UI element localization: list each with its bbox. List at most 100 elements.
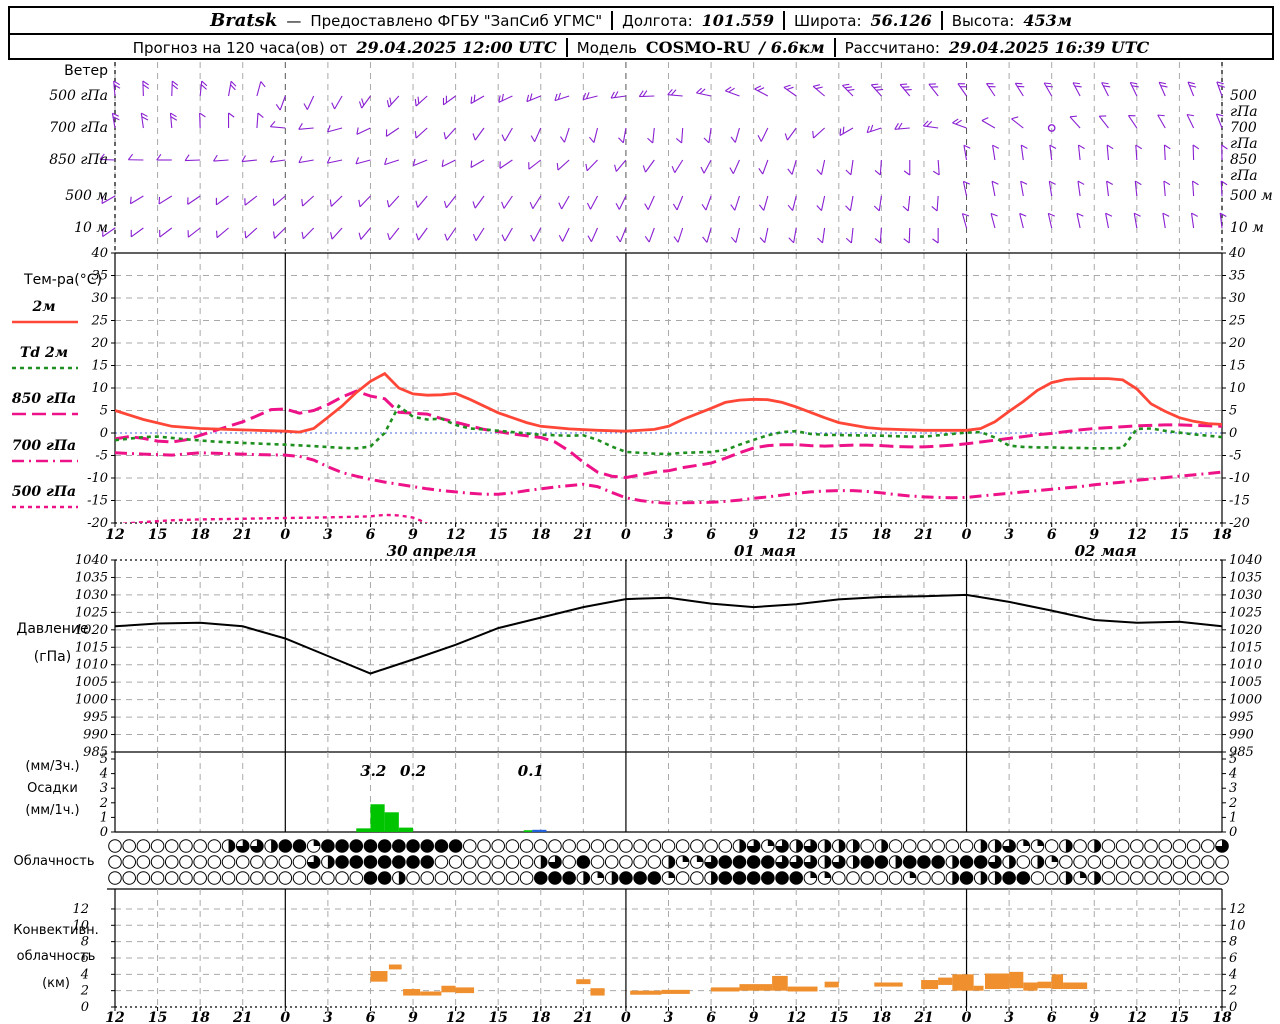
wind-barb [561,195,570,210]
wind-barb [158,195,173,205]
cloud-cover-icon [164,855,179,869]
wind-barb [504,127,513,142]
wind-barb [526,95,541,103]
wind-level-10m-label-right: 10 м [1230,220,1264,236]
wind-barb [475,227,485,242]
wind-barb [1020,145,1024,161]
convective-tick-label-left: 8 [81,935,89,950]
wind-barb-feather [412,158,416,166]
wind-barb-feather [1045,85,1054,88]
wind-barb-feather [414,99,417,107]
wind-barb [618,195,627,210]
cloud-cover-icon [1130,839,1144,853]
wind-barb-feather [642,165,647,173]
cloud-cover-fill [980,871,988,885]
wind-barb-feather [783,84,791,88]
wind-barb [1014,82,1024,97]
temp-700hpa-curve [115,451,1222,505]
wind-barb-feather [558,202,563,210]
wind-barb-feather [260,81,266,88]
wind-barb [270,126,286,129]
cloud-cover-icon [207,839,222,853]
time-tick-label: 12 [786,527,806,543]
precip-1h-label: (мм/1ч.) [25,803,80,818]
wind-barb [241,159,257,163]
wind-barb [792,195,797,211]
wind-barb [528,159,542,170]
cloud-cover-icon [846,871,860,885]
convective-cloud-bar [1023,982,1038,991]
time-tick-label: 12 [1127,527,1147,543]
temp-tick-label-left: 15 [91,359,108,374]
cloud-cover-icon [136,839,151,853]
wind-barb [386,127,400,137]
wind-barb-feather [298,123,303,130]
wind-barb-feather [1106,180,1114,185]
pressure-curve [114,593,1223,675]
wind-barb-feather [112,116,120,121]
cloud-cover-icon [1073,855,1087,869]
cloud-cover-icon [448,871,463,885]
time-tick-label: 21 [232,527,252,543]
wind-barb-feather [757,135,762,142]
cloud-cover-icon [746,871,761,885]
latitude-value: 56.126 [870,11,932,30]
wind-barb [652,127,655,143]
time-tick-label: 6 [706,1010,716,1024]
temp-tick-label-right: -20 [1229,516,1250,531]
wind-barb [1219,213,1223,229]
cloud-cover-icon [931,839,945,853]
cloud-cover-icon [278,855,293,869]
wind-barb-feather [1011,116,1019,120]
temp-tick-label-left: -15 [87,494,108,509]
cloud-cover-icon [1130,871,1144,885]
wind-barb [957,83,967,97]
wind-barb-feather [1130,81,1138,85]
wind-barb-feather [361,98,365,106]
cloud-cover-icon [732,871,747,885]
wind-barb-feather [1020,180,1028,185]
cloud-cover-icon [1158,855,1173,869]
cloud-cover-icon [1201,839,1215,853]
temp-2m-curve [115,371,1222,434]
wind-barb-feather [184,154,190,161]
cloud-cover-icon [789,871,804,885]
cloud-cover-icon [164,871,179,885]
wind-barb [306,95,315,110]
cloud-cover-icon [150,871,165,885]
wind-barb [327,159,343,164]
cloud-cover-icon [1030,871,1045,885]
cloud-cover-icon [434,839,449,853]
temp-tick-label-right: 25 [1228,314,1246,329]
wind-barb-feather [1192,144,1200,150]
calm-wind-icon [1047,124,1056,132]
convective-tick-label-right: 6 [1229,951,1237,966]
wind-barb-feather [1019,212,1027,217]
wind-barb-feather [647,137,654,144]
wind-barb-feather [386,100,390,108]
cloud-cover-fill [271,839,278,853]
cloud-cover-icon [860,855,874,869]
wind-barb-feather [815,86,823,90]
cloud-cover-fill [838,839,846,853]
wind-barb [907,195,911,211]
wind-panel-label: Ветер [64,63,108,79]
cloud-cover-icon [477,871,491,885]
cloud-cover-icon [959,871,974,885]
wind-barb [415,127,428,139]
time-tick-label: 21 [573,527,593,543]
wind-barb-feather [470,96,473,104]
convective-cloud-bar [711,987,740,992]
cloud-cover-icon [122,855,136,869]
wind-barb-feather [330,232,333,240]
wind-barb-feather [530,135,536,142]
cloud-cover-fill [994,839,1002,853]
wind-barb [783,86,797,97]
wind-barb [417,227,428,241]
time-tick-label: 0 [280,1010,290,1024]
cloud-cover-icon [292,839,307,853]
convective-label-1: Конвективн. [13,923,99,938]
temp-tick-label-right: -5 [1229,449,1242,464]
cloud-cover-fill [994,871,1002,885]
wind-barb-feather [897,122,903,130]
